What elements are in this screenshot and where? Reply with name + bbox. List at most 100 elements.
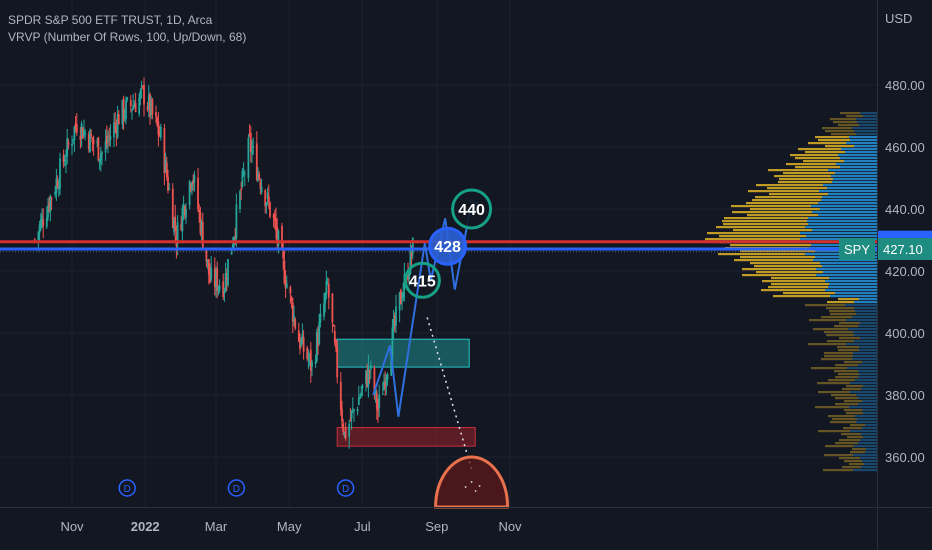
volume-profile-bar-up — [825, 289, 877, 292]
volume-profile-bar-up — [845, 151, 877, 154]
volume-profile-bar-down — [826, 334, 854, 337]
candle-body — [318, 322, 321, 344]
volume-profile-bar-down — [779, 178, 833, 181]
candle-body — [167, 176, 169, 191]
volume-profile-bar-down — [838, 298, 859, 301]
volume-profile-bar-down — [849, 463, 864, 466]
volume-profile-bar-up — [825, 280, 877, 283]
dotted-projection — [426, 317, 473, 470]
volume-profile-bar-down — [833, 121, 857, 124]
candle-body — [38, 224, 41, 233]
volume-profile-bar-up — [852, 127, 877, 130]
symbol-title[interactable]: SPDR S&P 500 ETF TRUST, 1D, Arca — [8, 13, 213, 27]
candle-body — [401, 301, 403, 303]
candle-body — [411, 237, 414, 254]
candle-body — [308, 353, 311, 358]
volume-profile-bar-up — [853, 469, 877, 472]
volume-profile-bar-down — [844, 400, 862, 403]
candle-body — [66, 138, 69, 157]
candle-body — [395, 306, 397, 326]
volume-profile-bar-down — [773, 295, 830, 298]
candle-body — [359, 397, 361, 399]
volume-profile-bar-up — [853, 355, 877, 358]
volume-profile-bar-up — [849, 136, 877, 139]
price-axis[interactable]: USD 480.00 460.00 440.00 420.00 400.00 380.00… — [877, 0, 925, 550]
candle-body — [171, 188, 174, 228]
indicator-title[interactable]: VRVP (Number Of Rows, 100, Up/Down, 68) — [8, 30, 247, 44]
candle-body — [81, 127, 84, 139]
candle-body — [300, 339, 303, 346]
candle-body — [243, 173, 246, 175]
time-tick-label: 2022 — [131, 519, 160, 534]
volume-profile-bar-up — [865, 424, 877, 427]
candle-body — [45, 217, 48, 227]
dividend-marker — [118, 479, 136, 497]
candle-body — [342, 423, 345, 433]
candle-body — [42, 219, 45, 227]
volume-profile-bar-up — [854, 307, 877, 310]
candle-body — [185, 209, 187, 218]
candle-body — [368, 370, 371, 373]
volume-profile-bar-up — [855, 415, 877, 418]
candle-body — [193, 175, 196, 183]
time-tick-label: Sep — [425, 519, 448, 534]
volume-profile-bar-down — [824, 454, 853, 457]
volume-profile-bar-down — [835, 376, 858, 379]
spy-price-tag — [878, 237, 932, 260]
candle-body — [213, 268, 216, 287]
volume-profile-bar-down — [783, 172, 835, 175]
volume-profile-bar-down — [815, 406, 849, 409]
volume-profile-bar-down — [842, 388, 861, 391]
volume-profile-bar-down — [844, 409, 862, 412]
volume-profile-bar-down — [805, 151, 845, 154]
candle-body — [331, 293, 334, 323]
volume-profile-bar-down — [768, 286, 828, 289]
candle-body — [147, 94, 150, 109]
volume-profile-bar-up — [860, 439, 877, 442]
volume-profile-bar-up — [854, 301, 877, 304]
candle-body — [272, 215, 275, 218]
candle-body — [192, 179, 195, 185]
volume-profile-bar-up — [805, 226, 877, 229]
candle-body — [227, 259, 229, 285]
time-tick-label: May — [277, 519, 302, 534]
candle-body — [91, 137, 94, 143]
time-axis[interactable]: Nov 2022 Mar May Jul Sep Nov — [0, 507, 932, 535]
volume-profile-bar-up — [829, 277, 877, 280]
volume-profile-bar-up — [859, 298, 877, 301]
volume-profile-bar-up — [855, 310, 877, 313]
volume-profile-bar-down — [825, 145, 854, 148]
candle-body — [277, 230, 280, 246]
volume-profile-bar-down — [830, 313, 856, 316]
volume-profile-bar-down — [829, 310, 855, 313]
volume-profile-bar-down — [842, 466, 861, 469]
volume-profile-bar-down — [839, 457, 860, 460]
volume-profile-bar-up — [855, 379, 877, 382]
volume-profile-bar-up — [823, 184, 877, 187]
candle-body — [248, 133, 251, 135]
candle-body — [307, 359, 310, 361]
volume-profile-bar-down — [769, 193, 828, 196]
candle-body — [98, 158, 101, 163]
candle-body — [129, 100, 132, 107]
volume-profile-bar-up — [831, 175, 877, 178]
volume-profile-bar-up — [850, 382, 877, 385]
volume-profile-bar-down — [824, 355, 853, 358]
volume-profile-bar-down — [795, 166, 840, 169]
volume-profile-bar-down — [846, 385, 863, 388]
volume-profile-bar-up — [838, 154, 877, 157]
candle-body — [375, 392, 378, 409]
candle-body — [197, 177, 199, 209]
volume-profile-bar-up — [808, 217, 877, 220]
candle-body — [339, 381, 342, 410]
candle-body — [341, 409, 343, 422]
candle-body — [384, 380, 387, 389]
candle-body — [126, 97, 129, 100]
candle-body — [74, 123, 77, 127]
candle-body — [252, 146, 255, 148]
volume-profile-bar-up — [813, 259, 877, 262]
volume-profile-bar-down — [808, 343, 846, 346]
volume-profile-bar-up — [840, 157, 877, 160]
volume-profile-bar-down — [835, 397, 858, 400]
